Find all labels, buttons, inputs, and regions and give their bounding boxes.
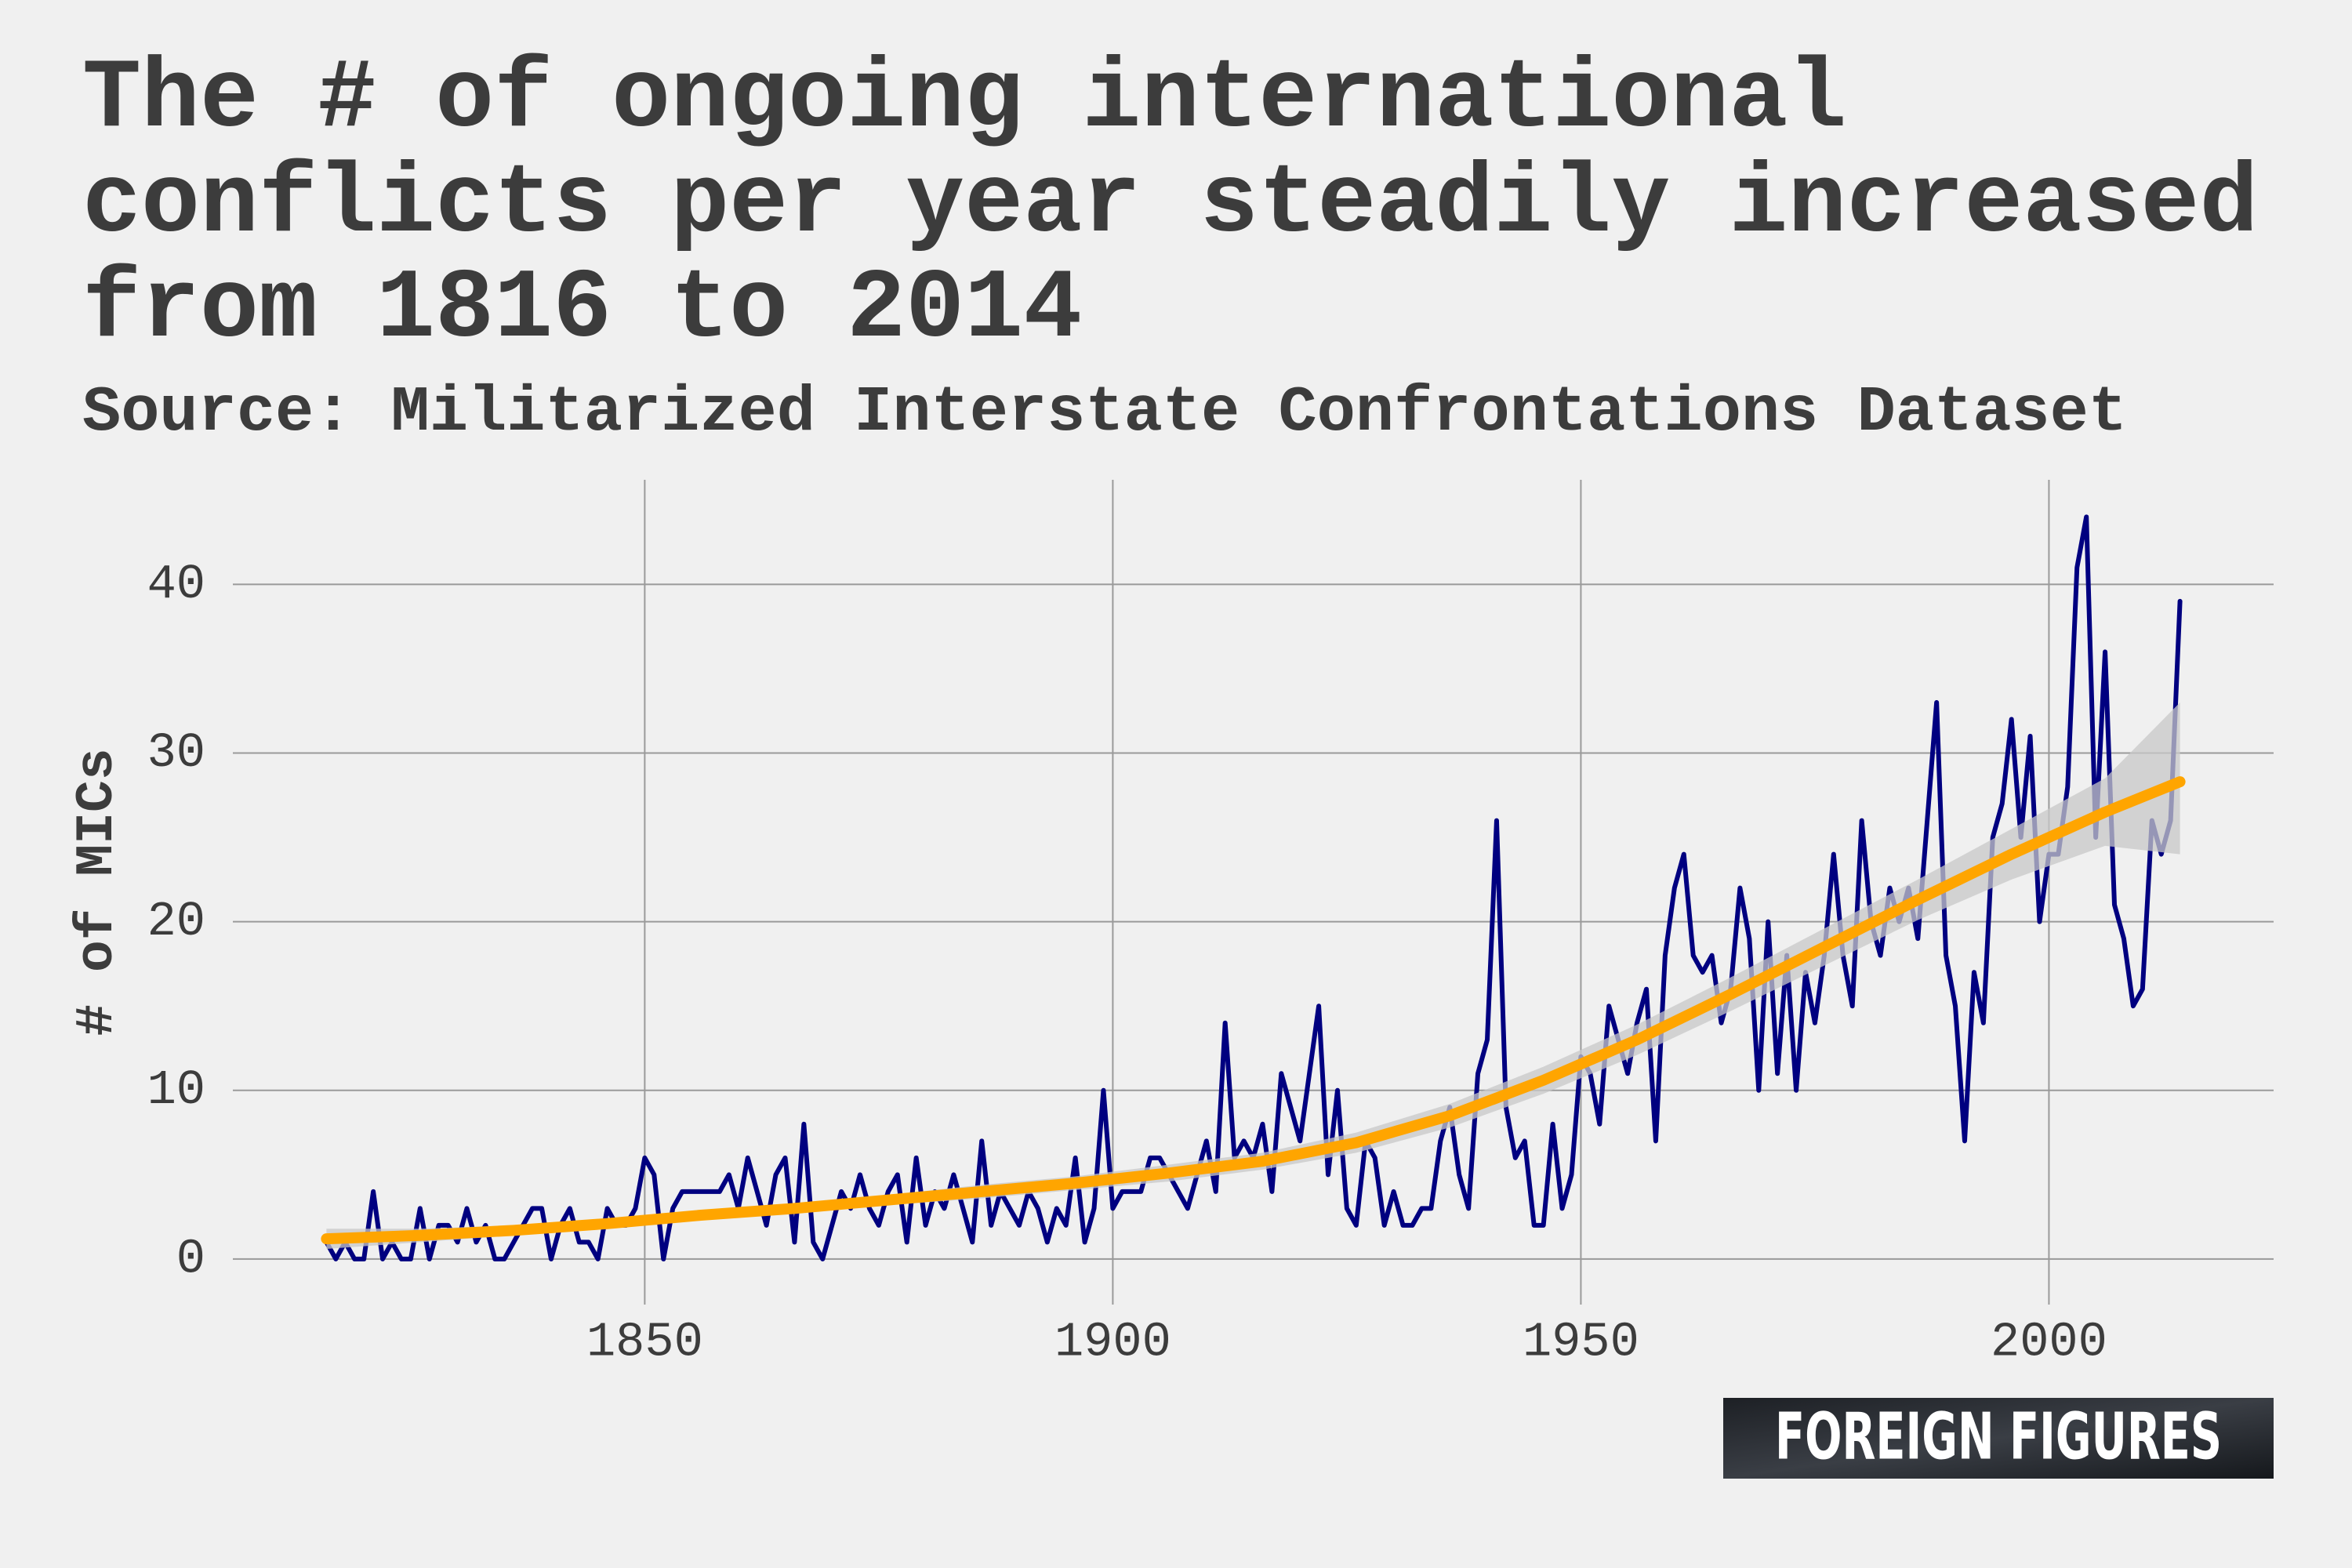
y-tick-label: 20 <box>147 894 205 949</box>
chart-title: The # of ongoing international conflicts… <box>82 44 2259 365</box>
grid <box>233 480 2274 1305</box>
x-tick-label: 2000 <box>1991 1314 2107 1370</box>
y-tick-label: 10 <box>147 1062 205 1118</box>
y-axis-label: # of MICs <box>67 748 128 1036</box>
chart-subtitle: Source: Militarized Interstate Confronta… <box>82 376 2128 449</box>
y-tick-label: 0 <box>176 1231 205 1287</box>
plot <box>321 514 2186 1261</box>
trend-line <box>321 776 2186 1245</box>
y-tick-label: 40 <box>147 557 205 612</box>
x-tick-label: 1850 <box>586 1314 703 1370</box>
y-tick-label: 30 <box>147 725 205 781</box>
x-tick-label: 1950 <box>1523 1314 1639 1370</box>
x-tick-label: 1900 <box>1054 1314 1171 1370</box>
logo: FOREIGN FIGURES <box>1775 1399 2222 1474</box>
logo-box <box>1723 1398 2274 1479</box>
